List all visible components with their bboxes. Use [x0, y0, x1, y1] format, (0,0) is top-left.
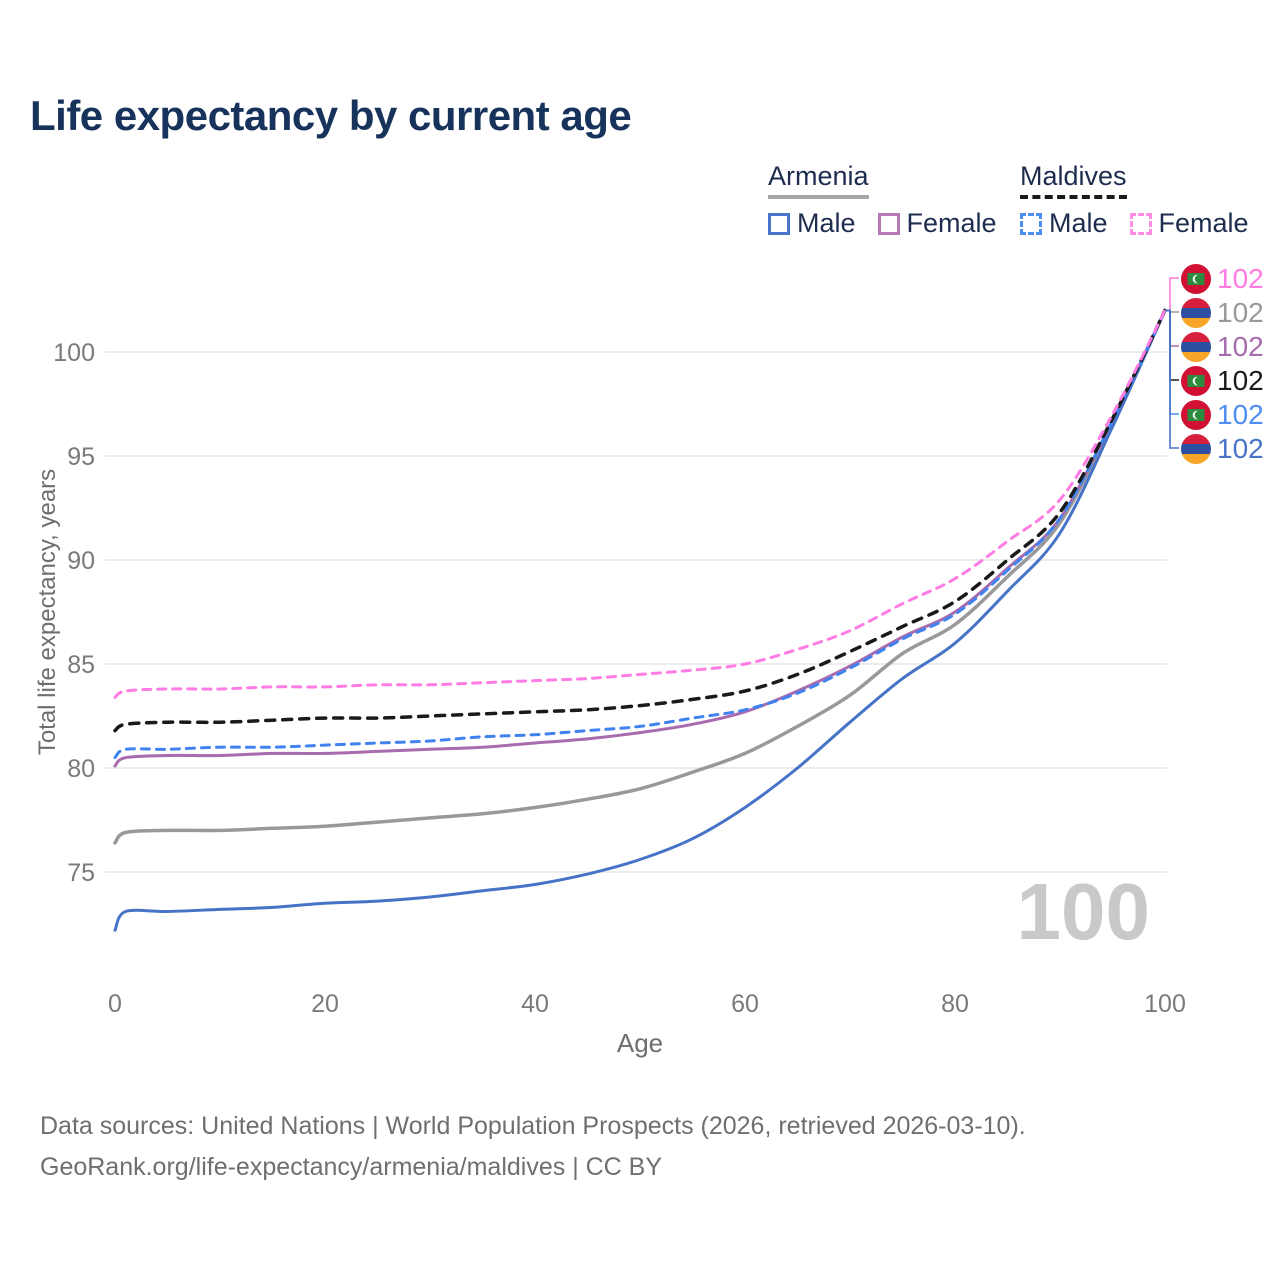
- x-tick-label: 80: [941, 990, 969, 1018]
- x-tick-label: 60: [731, 990, 759, 1018]
- x-tick-label: 0: [108, 990, 122, 1018]
- legend-label-armenia-female: Female: [906, 208, 997, 238]
- legend-row-maldives: Male Female: [1020, 208, 1271, 239]
- y-tick-label: 100: [53, 339, 95, 367]
- footer-data-sources: Data sources: United Nations | World Pop…: [40, 1112, 1026, 1140]
- legend-group-armenia: Armenia Male Female: [768, 161, 1019, 239]
- page-title: Life expectancy by current age: [30, 92, 632, 139]
- legend-swatch-armenia-male: [768, 212, 790, 235]
- footer-attribution: GeoRank.org/life-expectancy/armenia/mald…: [40, 1153, 663, 1181]
- legend-header-armenia[interactable]: Armenia: [768, 161, 869, 199]
- y-tick-label: 90: [67, 547, 95, 575]
- legend-swatch-maldives-female: [1129, 212, 1152, 235]
- end-label-connector: [1165, 309, 1179, 347]
- series-line-armenia_female[interactable]: [113, 308, 1167, 768]
- legend-swatch-armenia-female: [877, 212, 900, 235]
- x-tick-label: 100: [1144, 990, 1186, 1018]
- x-tick-label: 40: [521, 990, 549, 1018]
- series-line-armenia_total[interactable]: [113, 308, 1167, 845]
- x-axis-title: Age: [616, 1028, 664, 1058]
- series-line-armenia_male[interactable]: [113, 308, 1167, 932]
- series-line-maldives_male[interactable]: [113, 308, 1167, 760]
- legend-header-maldives[interactable]: Maldives: [1020, 161, 1127, 199]
- legend-label-armenia-male: Male: [797, 208, 856, 238]
- y-tick-label: 85: [67, 651, 95, 679]
- legend-item-maldives-female[interactable]: Female: [1129, 208, 1249, 239]
- y-tick-label: 80: [67, 755, 95, 783]
- end-label-connector: [1165, 277, 1179, 312]
- legend-item-maldives-male[interactable]: Male: [1020, 208, 1108, 239]
- series-line-maldives_female[interactable]: [113, 308, 1167, 699]
- legend-swatch-maldives-male: [1020, 212, 1042, 235]
- y-tick-label: 75: [67, 859, 95, 887]
- y-axis-title: Total life expectancy, years: [34, 468, 61, 756]
- y-tick-label: 95: [67, 443, 95, 471]
- series-line-maldives_total[interactable]: [113, 308, 1167, 733]
- legend-label-maldives-male: Male: [1049, 208, 1108, 238]
- x-tick-label: 20: [311, 990, 339, 1018]
- legend-item-armenia-male[interactable]: Male: [768, 208, 856, 239]
- legend-row-armenia: Male Female: [768, 208, 1019, 239]
- legend-item-armenia-female[interactable]: Female: [877, 208, 997, 239]
- end-label-connector: [1165, 309, 1179, 449]
- legend-label-maldives-female: Female: [1158, 208, 1249, 238]
- current-age-watermark: 100: [1016, 867, 1150, 956]
- legend-group-maldives: Maldives Male Female: [1020, 161, 1271, 239]
- footer: Data sources: United Nations | World Pop…: [40, 1106, 1026, 1188]
- end-label-connector: [1165, 309, 1179, 415]
